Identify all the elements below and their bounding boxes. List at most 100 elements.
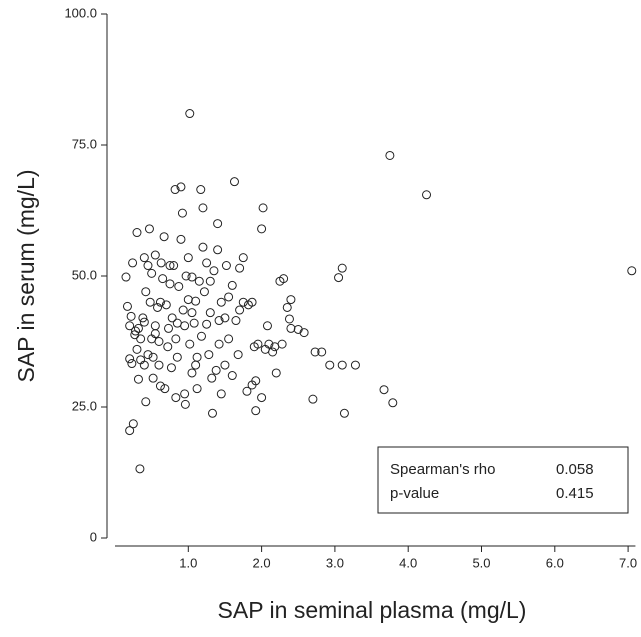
point [385, 150, 395, 160]
point [379, 385, 389, 395]
y-tick-label: 0 [90, 529, 97, 544]
x-tick-label: 1.0 [179, 555, 197, 570]
point [159, 232, 169, 242]
point [251, 406, 261, 416]
point [337, 360, 347, 370]
point [178, 305, 188, 315]
point [185, 109, 195, 119]
point [139, 253, 149, 263]
point [229, 177, 239, 187]
point [161, 300, 171, 310]
point [189, 318, 199, 328]
y-tick-label: 25.0 [72, 398, 97, 413]
point [166, 363, 176, 373]
point [139, 360, 149, 370]
point [183, 295, 193, 305]
point [216, 389, 226, 399]
point [299, 328, 309, 338]
point [422, 190, 432, 200]
x-tick-label: 3.0 [326, 555, 344, 570]
stat-value: 0.058 [556, 461, 594, 478]
point [627, 266, 637, 276]
point [131, 326, 141, 336]
point [262, 321, 272, 331]
stats-box [377, 446, 629, 514]
point [214, 339, 224, 349]
point [310, 347, 320, 357]
point [247, 380, 257, 390]
point [271, 368, 281, 378]
x-tick-label: 4.0 [399, 555, 417, 570]
point [148, 373, 158, 383]
point [125, 426, 135, 436]
y-axis-label: SAP in serum (mg/L) [13, 169, 39, 382]
point [163, 342, 173, 352]
point [122, 301, 132, 311]
point [257, 393, 267, 403]
point [174, 281, 184, 291]
point [198, 203, 208, 213]
point [227, 371, 237, 381]
point [125, 321, 135, 331]
point [138, 313, 148, 323]
point [133, 374, 143, 384]
point [196, 331, 206, 341]
point [121, 272, 131, 282]
point [141, 287, 151, 297]
point [220, 360, 230, 370]
point [177, 208, 187, 218]
point [171, 334, 181, 344]
point [268, 347, 278, 357]
point [258, 203, 268, 213]
point [334, 273, 344, 283]
point [233, 350, 243, 360]
point [196, 185, 206, 195]
point [180, 389, 190, 399]
point [277, 339, 287, 349]
point [213, 219, 223, 229]
point [293, 324, 303, 334]
point [191, 360, 201, 370]
point [128, 258, 138, 268]
point [317, 347, 327, 357]
point [132, 344, 142, 354]
x-tick-label: 6.0 [546, 555, 564, 570]
point [144, 224, 154, 234]
point [125, 354, 135, 364]
point [160, 384, 170, 394]
point [139, 317, 149, 327]
point [180, 399, 190, 409]
point [169, 261, 179, 271]
point [339, 408, 349, 418]
stat-label: Spearman's rho [390, 461, 495, 478]
point [164, 323, 174, 333]
point [202, 319, 212, 329]
point [224, 292, 234, 302]
point [145, 297, 155, 307]
point [253, 339, 263, 349]
point [180, 321, 190, 331]
point [176, 182, 186, 192]
point [231, 316, 241, 326]
point [350, 360, 360, 370]
point [143, 350, 153, 360]
point [187, 272, 197, 282]
point [337, 263, 347, 273]
point [141, 397, 151, 407]
point [284, 314, 294, 324]
point [136, 334, 146, 344]
stat-label: p-value [390, 485, 439, 502]
point [135, 464, 145, 474]
point [214, 316, 224, 326]
point [171, 393, 181, 403]
point [388, 398, 398, 408]
point [221, 261, 231, 271]
point [194, 276, 204, 286]
point [207, 408, 217, 418]
point [183, 253, 193, 263]
point [150, 321, 160, 331]
point [238, 297, 248, 307]
point [126, 311, 136, 321]
point [257, 224, 267, 234]
